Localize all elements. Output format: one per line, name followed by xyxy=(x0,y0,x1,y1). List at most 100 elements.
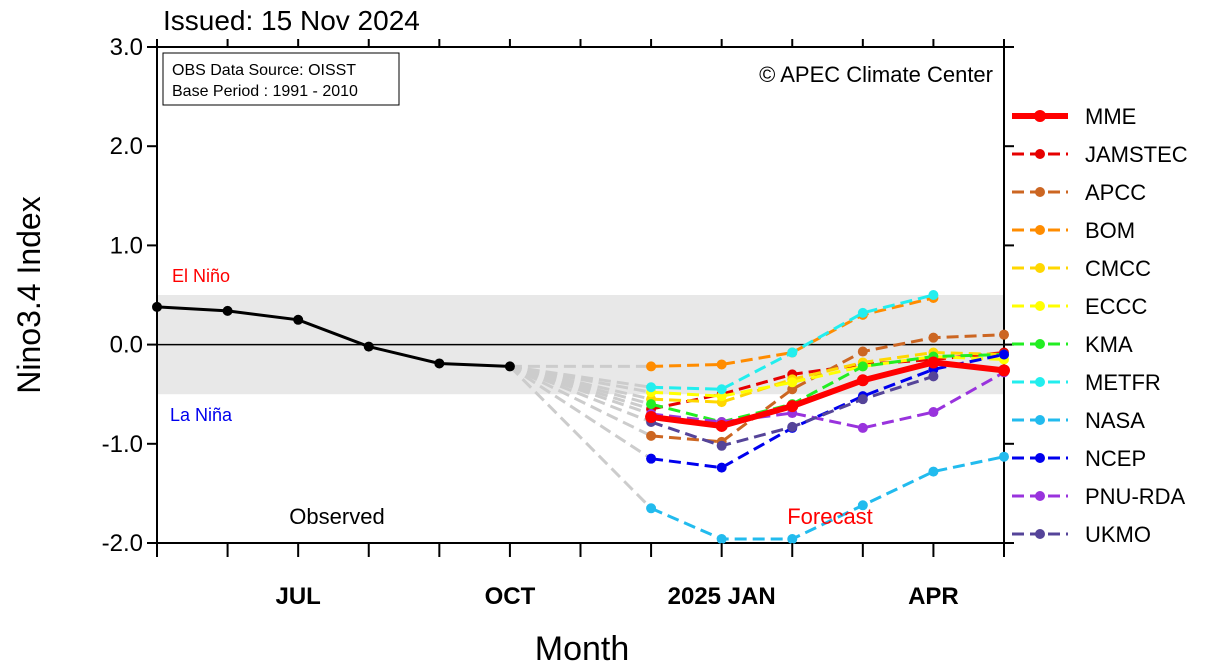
series-point-apcc xyxy=(787,384,798,395)
series-point-mme xyxy=(786,400,799,413)
series-line-kma xyxy=(650,353,1005,424)
series-point-bom xyxy=(646,361,657,372)
y-tick-label: 0.0 xyxy=(110,332,143,359)
x-axis-label: Month xyxy=(535,630,630,666)
legend: MME JAMSTEC APCC BOM CMCC ECCC KMA METFR NASA NCE… xyxy=(1012,104,1188,547)
series-line-mme xyxy=(650,359,1005,429)
source-box-frame xyxy=(162,52,400,106)
legend-marker-metfr xyxy=(1035,377,1045,387)
series-point-mme xyxy=(715,419,728,432)
series-point-pnu-rda xyxy=(928,407,939,418)
legend-label-cmcc: CMCC xyxy=(1085,256,1151,281)
legend-label-mme: MME xyxy=(1085,104,1136,129)
legend-label-kma: KMA xyxy=(1085,332,1133,357)
series-point-mme xyxy=(927,356,940,369)
la-nina-label: La Niña xyxy=(170,405,233,425)
forecast-fan-line xyxy=(509,365,652,438)
copyright-text: © APEC Climate Center xyxy=(759,62,993,87)
legend-label-apcc: APCC xyxy=(1085,180,1146,205)
series-point-apcc xyxy=(857,346,868,357)
series-point-nasa xyxy=(646,503,657,514)
series-point-metfr xyxy=(787,347,798,358)
observed-point xyxy=(363,341,374,352)
plot-area xyxy=(152,46,1010,545)
series-point-mme xyxy=(998,364,1010,377)
y-axis: 3.0 2.0 1.0 0.0 -1.0 -2.0 xyxy=(102,34,1014,557)
series-point-apcc xyxy=(999,329,1009,340)
series-point-nasa xyxy=(999,451,1009,462)
forecast-fan-line xyxy=(509,364,652,389)
series-point-apcc xyxy=(646,430,657,441)
series-point-ukmo xyxy=(857,394,868,405)
series-point-nasa xyxy=(928,466,939,477)
y-tick-label: -1.0 xyxy=(102,431,143,458)
y-tick-label: 3.0 xyxy=(110,34,143,61)
series-line-nasa xyxy=(650,455,1005,541)
y-tick-label: 1.0 xyxy=(110,232,143,259)
legend-label-jamstec: JAMSTEC xyxy=(1085,142,1188,167)
legend-marker-mme xyxy=(1034,110,1046,122)
legend-marker-ncep xyxy=(1035,453,1045,463)
series-point-nasa xyxy=(787,534,798,545)
x-axis: JUL OCT 2025 JAN APR xyxy=(156,39,1005,610)
observed-point xyxy=(293,314,304,325)
forecast-fan-line xyxy=(509,365,652,424)
series-point-metfr xyxy=(928,290,939,300)
series-point-kma xyxy=(646,399,657,410)
forecast-label: Forecast xyxy=(787,504,873,529)
legend-label-pnu-rda: PNU-RDA xyxy=(1085,484,1186,509)
legend-marker-ukmo xyxy=(1035,529,1045,539)
x-tick-label: OCT xyxy=(485,583,536,610)
series-point-mme xyxy=(856,374,869,387)
legend-marker-cmcc xyxy=(1035,263,1045,273)
series-point-ncep xyxy=(999,349,1009,360)
legend-marker-jamstec xyxy=(1035,149,1045,159)
series-line-cmcc xyxy=(651,351,1005,404)
y-axis-label: Nino3.4 Index xyxy=(11,196,47,393)
observed-point xyxy=(434,358,445,369)
series-point-apcc xyxy=(928,332,939,343)
legend-marker-eccc xyxy=(1035,301,1045,311)
legend-label-ncep: NCEP xyxy=(1085,446,1146,471)
legend-label-eccc: ECCC xyxy=(1085,294,1147,319)
series-point-ukmo xyxy=(716,440,727,451)
x-tick-label: APR xyxy=(908,583,959,610)
x-tick-label: JUL xyxy=(275,583,320,610)
series-point-metfr xyxy=(646,382,657,393)
series-point-metfr xyxy=(857,307,868,318)
observed-point xyxy=(222,305,233,316)
legend-label-metfr: METFR xyxy=(1085,370,1161,395)
legend-label-ukmo: UKMO xyxy=(1085,522,1151,547)
forecast-fan-line xyxy=(508,365,653,510)
observed-point xyxy=(152,301,162,312)
series-point-mme xyxy=(645,411,658,424)
series-point-ukmo xyxy=(928,371,939,382)
chart-title: Issued: 15 Nov 2024 xyxy=(163,5,420,36)
series-point-nasa xyxy=(857,500,868,511)
forecast-fan-line xyxy=(509,365,652,460)
series-point-ncep xyxy=(646,453,657,464)
el-nino-label: El Niño xyxy=(172,266,230,286)
legend-label-bom: BOM xyxy=(1085,218,1135,243)
series-point-eccc xyxy=(787,377,798,388)
series-point-ncep xyxy=(716,462,727,473)
y-tick-label: -2.0 xyxy=(102,530,143,557)
series-point-eccc xyxy=(716,391,727,402)
series-point-metfr xyxy=(716,384,727,395)
series-line-bom xyxy=(651,296,934,368)
y-tick-label: 2.0 xyxy=(110,133,143,160)
series-point-ukmo xyxy=(787,421,798,432)
series-point-kma xyxy=(857,361,868,372)
forecast-fan-line xyxy=(509,364,652,406)
legend-marker-pnu-rda xyxy=(1035,491,1045,501)
legend-marker-bom xyxy=(1035,225,1045,235)
source-line-2: Base Period : 1991 - 2010 xyxy=(172,83,358,100)
source-box: OBS Data Source: OISST Base Period : 199… xyxy=(162,52,400,106)
series-point-bom xyxy=(716,359,727,370)
x-tick-label: 2025 JAN xyxy=(668,583,776,610)
series-point-nasa xyxy=(716,534,727,545)
legend-marker-nasa xyxy=(1035,415,1045,425)
series-line-pnu-rda xyxy=(650,371,1005,430)
legend-label-nasa: NASA xyxy=(1085,408,1145,433)
